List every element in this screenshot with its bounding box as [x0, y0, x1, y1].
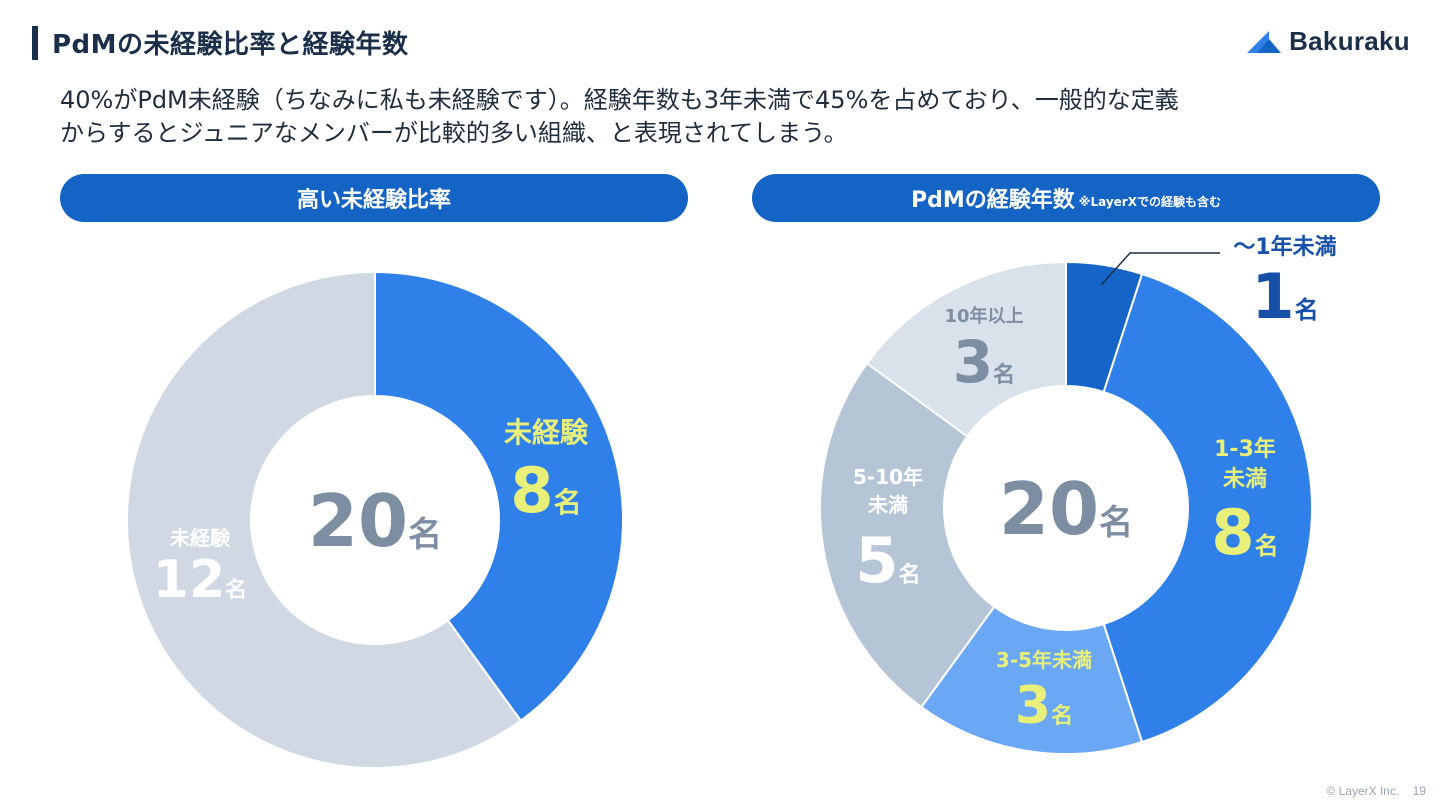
center-total: 20名 — [999, 467, 1133, 551]
lead-paragraph: 40%がPdM未経験（ちなみに私も未経験です）。経験年数も3年未満で45%を占め… — [60, 84, 1390, 150]
slice-value-2: 12名 — [153, 550, 247, 610]
slice-value-3: 3名 — [1015, 676, 1073, 736]
title-accent-bar — [32, 26, 38, 60]
slice-2 — [126, 270, 523, 769]
slice-value-1: 1名 — [1251, 260, 1318, 333]
right-chart-title-note: ※LayerXでの経験も含む — [1078, 194, 1221, 209]
slice-1 — [374, 270, 624, 723]
slice-label-1-line-1: 未経験 — [504, 416, 589, 449]
right-chart-header: PdMの経験年数 ※LayerXでの経験も含む — [752, 174, 1380, 222]
slice-3 — [920, 605, 1144, 756]
copyright: © LayerX Inc. — [1326, 784, 1400, 798]
slice-value-4: 5名 — [855, 524, 920, 597]
slice-label-3-line-1: 3-5年未満 — [996, 648, 1092, 672]
footer: © LayerX Inc. 19 — [1316, 784, 1426, 798]
lead-line-2: からするとジュニアなメンバーが比較的多い組織、と表現されてしまう。 — [60, 119, 848, 147]
brand-logo: Bakuraku — [1247, 26, 1410, 57]
center-total: 20名 — [308, 479, 442, 563]
slice-4 — [819, 362, 996, 709]
slice-label-2-line-1: 未経験 — [170, 526, 231, 550]
slice-value-5: 3名 — [953, 328, 1015, 396]
page-title: PdMの未経験比率と経験年数 — [52, 30, 409, 60]
slice-label-1-line-1: 〜1年未満 — [1233, 234, 1336, 260]
left-chart-title: 高い未経験比率 — [296, 188, 451, 213]
lead-line-1: 40%がPdM未経験（ちなみに私も未経験です）。経験年数も3年未満で45%を占め… — [60, 86, 1179, 114]
slice-value-2: 8名 — [1211, 496, 1278, 569]
left-chart-header: 高い未経験比率 — [60, 174, 688, 222]
bakuraku-logo-icon — [1247, 30, 1282, 53]
right-chart-title: PdMの経験年数 — [911, 188, 1075, 213]
slice-label-2-line-1: 1-3年 — [1214, 436, 1276, 462]
slice-label-4-line-2: 未満 — [868, 493, 908, 517]
slice-5 — [865, 260, 1067, 438]
logo-text: Bakuraku — [1289, 26, 1410, 56]
slice-label-4-line-1: 5-10年 — [853, 465, 923, 489]
slice-label-5-line-1: 10年以上 — [944, 305, 1023, 327]
slice-label-2-line-2: 未満 — [1223, 466, 1267, 492]
leader-line — [1100, 252, 1220, 286]
donut-chart-2: 20名〜1年未満1名1-3年未満8名3-5年未満3名5-10年未満5名10年以上… — [819, 234, 1337, 756]
page-number: 19 — [1412, 784, 1426, 798]
slice-2 — [1102, 272, 1314, 744]
slice-value-1: 8名 — [510, 454, 581, 527]
